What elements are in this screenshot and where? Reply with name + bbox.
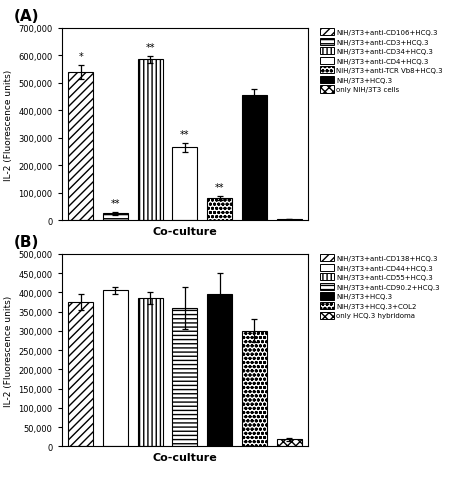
Text: *: * (78, 52, 83, 61)
Bar (207, 199, 232, 221)
Y-axis label: IL-2 (Fluorescence units): IL-2 (Fluorescence units) (4, 295, 13, 406)
Bar (242, 96, 267, 221)
Text: **: ** (146, 43, 155, 53)
Legend: NIH/3T3+anti-CD106+HCQ.3, NIH/3T3+anti-CD3+HCQ.3, NIH/3T3+anti-CD34+HCQ.3, NIH/3: NIH/3T3+anti-CD106+HCQ.3, NIH/3T3+anti-C… (319, 28, 444, 94)
Bar (276, 219, 301, 221)
Bar (103, 291, 128, 446)
Bar (173, 308, 197, 446)
X-axis label: Co-culture: Co-culture (153, 452, 217, 462)
Y-axis label: IL-2 (Fluorescence units): IL-2 (Fluorescence units) (4, 69, 13, 180)
Text: **: ** (215, 182, 224, 192)
Text: **: ** (180, 130, 190, 140)
Bar (103, 214, 128, 221)
Bar (68, 72, 93, 221)
Bar (137, 299, 163, 446)
Text: (A): (A) (14, 9, 40, 24)
Bar (276, 440, 301, 446)
Text: (B): (B) (14, 235, 40, 250)
X-axis label: Co-culture: Co-culture (153, 227, 217, 236)
Bar (173, 148, 197, 221)
Bar (242, 331, 267, 446)
Text: **: ** (111, 198, 120, 208)
Bar (207, 295, 232, 446)
Bar (137, 60, 163, 221)
Legend: NIH/3T3+anti-CD138+HCQ.3, NIH/3T3+anti-CD44+HCQ.3, NIH/3T3+anti-CD55+HCQ.3, NIH/: NIH/3T3+anti-CD138+HCQ.3, NIH/3T3+anti-C… (319, 254, 441, 320)
Bar (68, 302, 93, 446)
